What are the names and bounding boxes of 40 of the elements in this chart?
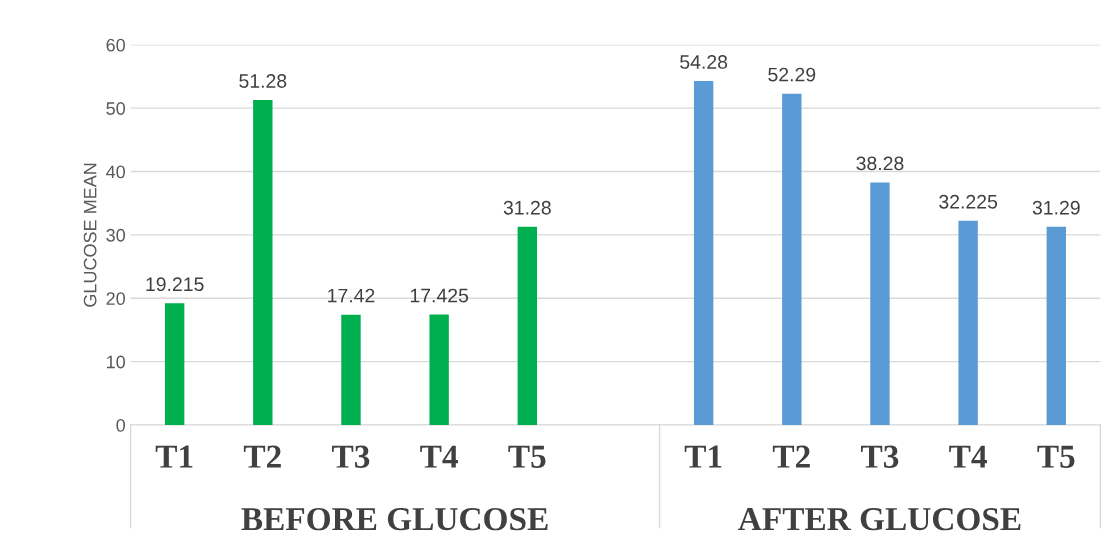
y-tick-label: 0 (116, 418, 126, 432)
bar (1046, 226, 1066, 426)
bar (958, 220, 978, 426)
text: AFTER GLUCOSE (738, 507, 1021, 531)
y-tick-label: 30 (106, 228, 126, 242)
bar (429, 314, 449, 426)
data-label: 38.28 (856, 156, 904, 171)
bar (164, 303, 185, 426)
bar (782, 93, 802, 426)
bar (253, 100, 273, 426)
data-label: 52.29 (768, 67, 816, 82)
x-tick-label: T5 (508, 445, 546, 468)
x-tick-label: T1 (684, 445, 722, 468)
x-tick-label: T4 (949, 445, 987, 468)
x-tick-label: T1 (155, 445, 193, 468)
data-label: 31.29 (1032, 200, 1080, 215)
y-tick-label: 60 (106, 38, 126, 52)
data-label: 51.28 (239, 74, 287, 88)
y-tick-label: 20 (106, 292, 126, 306)
x-tick-label: T4 (420, 445, 458, 468)
y-tick-label: 40 (106, 165, 126, 179)
x-tick-label: T2 (772, 445, 810, 468)
bar (517, 226, 538, 426)
x-tick-label: T5 (1037, 445, 1075, 468)
y-tick-label: 10 (107, 355, 126, 369)
data-label: 17.425 (410, 288, 469, 303)
bar (341, 314, 361, 426)
text: BEFORE GLUCOSE (241, 507, 548, 531)
y-axis-title: GLUCOSE MEAN (83, 163, 97, 307)
bar (870, 182, 890, 426)
x-tick-label: T3 (332, 445, 370, 468)
bar (693, 81, 714, 426)
data-label: 32.225 (939, 194, 998, 209)
data-label: 54.28 (680, 55, 728, 69)
x-tick-label: T2 (243, 445, 281, 468)
data-label: 31.28 (503, 200, 551, 215)
data-label: 17.42 (328, 288, 375, 303)
data-label: 19.215 (146, 277, 204, 292)
x-tick-label: T3 (861, 445, 899, 468)
y-tick-label: 50 (106, 102, 126, 115)
